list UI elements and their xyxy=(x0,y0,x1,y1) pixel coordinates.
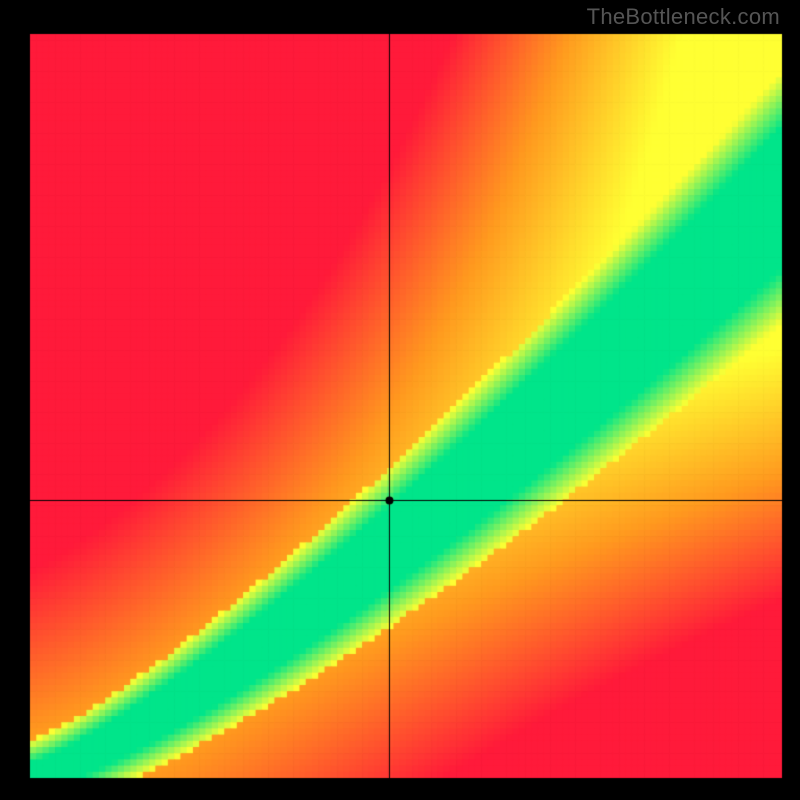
watermark-text: TheBottleneck.com xyxy=(587,4,780,30)
heatmap-canvas xyxy=(0,0,800,800)
chart-container: TheBottleneck.com xyxy=(0,0,800,800)
